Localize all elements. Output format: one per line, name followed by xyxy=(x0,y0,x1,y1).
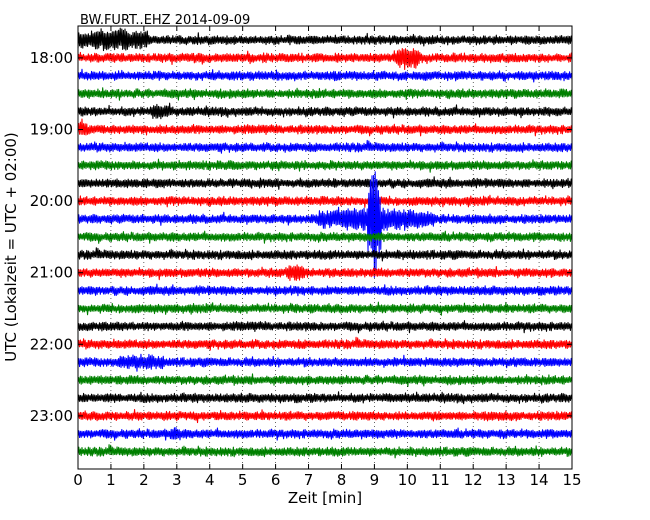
x-tick-label: 14 xyxy=(530,471,549,489)
y-tick-label: 23:00 xyxy=(30,407,73,425)
seismogram-trace xyxy=(77,102,573,120)
y-axis-label: UTC (Lokalzeit = UTC + 02:00) xyxy=(2,132,20,362)
seismogram-trace xyxy=(77,87,573,101)
seismogram-trace xyxy=(77,373,573,388)
x-tick-label: 9 xyxy=(370,471,380,489)
x-tick-label: 6 xyxy=(271,471,281,489)
seismogram-trace xyxy=(77,301,573,316)
seismogram-trace xyxy=(77,353,573,372)
seismogram-trace xyxy=(77,264,573,282)
x-tick-label: 0 xyxy=(73,471,83,489)
seismogram-trace xyxy=(77,68,573,83)
seismogram-trace xyxy=(77,171,573,278)
chart-title: BW.FURT..EHZ 2014-09-09 xyxy=(80,13,250,28)
seismogram-trace xyxy=(77,158,573,173)
seismogram-trace xyxy=(77,283,573,297)
seismogram-trace xyxy=(77,27,573,52)
x-tick-label: 10 xyxy=(398,471,417,489)
seismogram-trace xyxy=(77,320,573,334)
seismogram-trace xyxy=(77,391,573,405)
x-tick-label: 1 xyxy=(106,471,116,489)
seismogram-trace xyxy=(77,409,573,424)
y-tick-label: 21:00 xyxy=(30,264,73,282)
x-tick-label: 8 xyxy=(337,471,347,489)
x-tick-label: 13 xyxy=(497,471,516,489)
seismogram-trace xyxy=(77,118,573,137)
y-tick-label: 19:00 xyxy=(30,121,73,139)
seismogram-trace xyxy=(77,336,573,351)
y-tick-label: 18:00 xyxy=(30,49,73,67)
x-tick-label: 12 xyxy=(464,471,483,489)
seismogram-trace xyxy=(77,47,573,71)
seismogram-trace xyxy=(77,444,573,459)
plot-frame xyxy=(77,25,573,470)
seismogram-trace xyxy=(77,247,573,262)
seismogram-traces xyxy=(77,27,573,459)
y-tick-labels: 18:00 19:00 20:00 21:00 22:00 23:00 xyxy=(30,49,73,425)
seismogram-trace xyxy=(77,139,573,154)
x-tick-label: 5 xyxy=(238,471,248,489)
x-tick-label: 2 xyxy=(139,471,149,489)
x-tick-labels: 0 1 2 3 4 5 6 7 8 9 10 11 12 13 14 15 xyxy=(73,471,581,489)
y-tick-label: 20:00 xyxy=(30,192,73,210)
x-tick-label: 11 xyxy=(431,471,450,489)
seismogram-trace xyxy=(77,230,573,244)
seismogram-trace xyxy=(77,427,573,441)
x-tick-label: 3 xyxy=(172,471,182,489)
x-axis-label: Zeit [min] xyxy=(288,489,362,507)
x-tick-label: 7 xyxy=(304,471,314,489)
seismogram-trace xyxy=(77,194,573,208)
x-tick-label: 4 xyxy=(205,471,215,489)
seismogram-trace xyxy=(77,176,573,190)
y-tick-label: 22:00 xyxy=(30,335,73,353)
x-tick-label: 15 xyxy=(562,471,581,489)
